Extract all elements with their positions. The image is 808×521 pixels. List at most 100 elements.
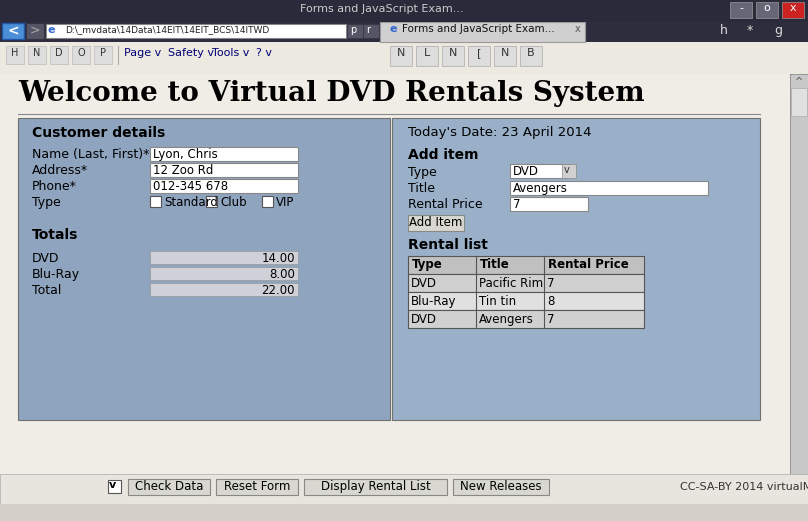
Text: g: g — [774, 24, 782, 37]
Text: VIP: VIP — [276, 196, 294, 209]
Text: Check Data: Check Data — [135, 480, 203, 493]
Bar — [2, 23, 24, 39]
Text: N: N — [448, 48, 457, 58]
Text: B: B — [527, 48, 535, 58]
Text: -: - — [739, 3, 743, 13]
Bar — [150, 163, 298, 177]
Text: 14.00: 14.00 — [262, 252, 295, 265]
Text: H: H — [11, 48, 19, 58]
Bar — [150, 179, 298, 193]
Text: 012-345 678: 012-345 678 — [153, 180, 228, 193]
Bar — [442, 46, 464, 66]
Text: o: o — [764, 3, 770, 13]
Text: r: r — [366, 25, 370, 35]
Bar — [72, 46, 90, 64]
Text: DVD: DVD — [513, 165, 539, 178]
Text: v: v — [109, 480, 116, 490]
Text: Lyon, Chris: Lyon, Chris — [153, 148, 217, 161]
Bar — [150, 147, 298, 161]
Text: 12 Zoo Rd: 12 Zoo Rd — [153, 164, 213, 177]
Bar — [28, 46, 46, 64]
Text: Phone*: Phone* — [32, 180, 77, 193]
Text: Total: Total — [32, 284, 61, 297]
Bar — [0, 0, 808, 22]
Bar — [408, 215, 464, 231]
Bar — [782, 2, 804, 18]
Text: Tin tin: Tin tin — [479, 295, 516, 308]
Text: 8.00: 8.00 — [269, 268, 295, 281]
Text: N: N — [33, 48, 40, 58]
Text: O: O — [78, 48, 85, 58]
Text: Welcome to Virtual DVD Rentals System: Welcome to Virtual DVD Rentals System — [18, 80, 645, 107]
Text: x: x — [575, 24, 581, 34]
Text: *: * — [747, 24, 753, 37]
Text: Rental Price: Rental Price — [548, 258, 629, 271]
Text: Forms and JavaScript Exam...: Forms and JavaScript Exam... — [300, 4, 464, 14]
Text: Title: Title — [408, 182, 435, 195]
Bar — [347, 24, 363, 38]
Bar — [408, 310, 644, 328]
Text: h: h — [720, 24, 728, 37]
Bar — [26, 23, 44, 39]
Text: Avengers: Avengers — [479, 313, 534, 326]
Bar — [791, 88, 807, 116]
Bar — [18, 118, 390, 420]
Bar — [150, 267, 298, 280]
Text: v: v — [564, 165, 570, 175]
Text: ^: ^ — [795, 77, 803, 87]
Bar — [390, 46, 412, 66]
Bar — [790, 74, 808, 504]
Text: D: D — [55, 48, 63, 58]
Bar — [520, 46, 542, 66]
Text: e: e — [48, 25, 56, 35]
Text: Safety v: Safety v — [168, 48, 214, 58]
Text: D:\_mvdata\14Data\14EIT\14EIT_BCS\14ITWD: D:\_mvdata\14Data\14EIT\14EIT_BCS\14ITWD — [65, 25, 269, 34]
Text: Page v: Page v — [124, 48, 162, 58]
Bar — [0, 22, 808, 42]
Bar — [756, 2, 778, 18]
Bar — [392, 118, 760, 420]
Bar — [408, 274, 644, 292]
Bar — [416, 46, 438, 66]
Text: DVD: DVD — [411, 277, 437, 290]
Bar — [510, 164, 568, 178]
Text: Forms and JavaScript Exam...: Forms and JavaScript Exam... — [402, 24, 555, 34]
Bar — [453, 479, 549, 495]
Bar — [108, 480, 121, 493]
Bar — [46, 24, 346, 38]
Bar — [50, 46, 68, 64]
Bar — [380, 22, 585, 42]
Bar — [216, 479, 298, 495]
Bar — [0, 504, 808, 521]
Bar — [562, 164, 576, 178]
Bar — [0, 74, 790, 504]
Text: N: N — [501, 48, 509, 58]
Bar — [730, 2, 752, 18]
Bar — [206, 196, 217, 207]
Text: Display Rental List: Display Rental List — [321, 480, 431, 493]
Text: Customer details: Customer details — [32, 126, 166, 140]
Bar — [150, 283, 298, 296]
Text: CC-SA-BY 2014 virtualMV: CC-SA-BY 2014 virtualMV — [680, 482, 808, 492]
Text: Title: Title — [480, 258, 510, 271]
Text: Avengers: Avengers — [513, 182, 568, 195]
Bar — [94, 46, 112, 64]
Bar — [6, 46, 24, 64]
Text: Type: Type — [408, 166, 437, 179]
Bar — [468, 46, 490, 66]
Bar — [510, 197, 588, 211]
Bar — [128, 479, 210, 495]
Text: Blu-Ray: Blu-Ray — [411, 295, 457, 308]
Text: x: x — [789, 3, 797, 13]
Bar — [304, 479, 447, 495]
Text: Today's Date: 23 April 2014: Today's Date: 23 April 2014 — [408, 126, 591, 139]
Text: e: e — [390, 24, 398, 34]
Text: Standard: Standard — [164, 196, 218, 209]
Bar — [510, 181, 708, 195]
Text: 22.00: 22.00 — [262, 284, 295, 297]
Text: Add Item: Add Item — [410, 216, 463, 229]
Bar — [262, 196, 273, 207]
Bar — [408, 256, 644, 274]
Text: 7: 7 — [547, 277, 554, 290]
Text: Pacific Rim: Pacific Rim — [479, 277, 543, 290]
